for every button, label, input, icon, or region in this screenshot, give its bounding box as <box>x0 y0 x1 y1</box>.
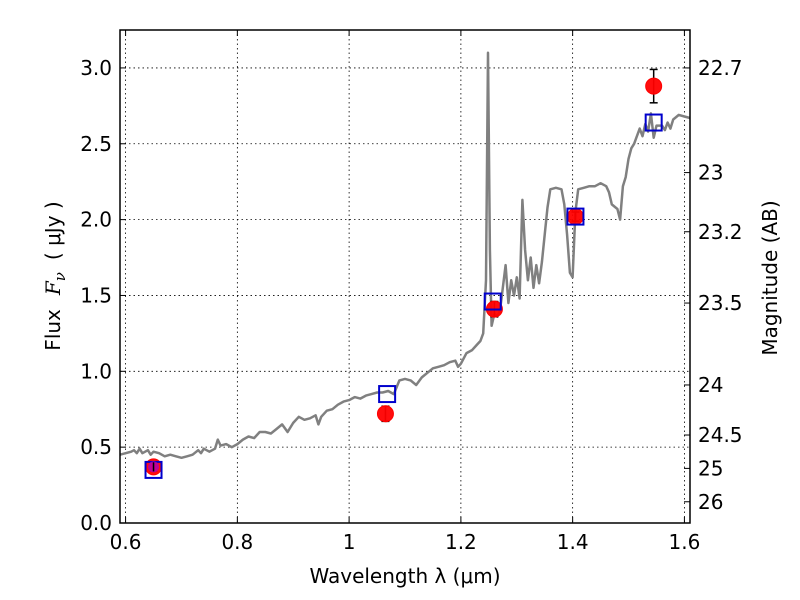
y2-tick-label: 25 <box>698 456 723 480</box>
synthetic-square <box>483 292 502 311</box>
observed-point <box>566 208 584 226</box>
observed-point <box>645 77 663 95</box>
synthetic-square <box>378 385 397 404</box>
y2-tick-label: 22.7 <box>698 56 743 80</box>
y2-tick-label: 24.5 <box>698 423 743 447</box>
y-tick-label: 3.0 <box>80 56 112 80</box>
y-axis-label-unit: ( μJy ) <box>41 201 65 260</box>
x-tick-label: 1.4 <box>557 530 589 554</box>
y-tick-label: 0.5 <box>80 435 112 459</box>
x-axis-label: Wavelength λ (μm) <box>309 564 500 588</box>
y-tick-label: 2.0 <box>80 208 112 232</box>
x-tick-label: 0.6 <box>110 530 142 554</box>
plot-frame <box>119 29 691 524</box>
x-tick-label: 1.6 <box>669 530 701 554</box>
x-tick-label: 1.2 <box>445 530 477 554</box>
spectrum-layer <box>119 51 691 460</box>
y2-axis-label: Magnitude (AB) <box>758 200 782 355</box>
y-axis-label-symbol: F <box>41 280 65 296</box>
x-tick-label: 0.8 <box>221 530 253 554</box>
y2-tick-label: 24 <box>698 373 723 397</box>
y2-tick-label: 23 <box>698 161 723 185</box>
points-layer <box>144 68 663 479</box>
y2-tick-label: 23.2 <box>698 220 743 244</box>
y-axis-label: Flux Fν ( μJy ) <box>41 201 69 350</box>
y2-tick-label: 26 <box>698 490 723 514</box>
spectrum-line <box>119 51 691 460</box>
y-tick-label: 1.0 <box>80 359 112 383</box>
x-tick-label: 1 <box>343 530 356 554</box>
y-tick-label: 1.5 <box>80 283 112 307</box>
y-tick-label: 2.5 <box>80 132 112 156</box>
synthetic-square <box>644 113 663 132</box>
synthetic-square <box>566 207 585 226</box>
observed-point <box>376 405 394 423</box>
y-axis-label-subscript: ν <box>51 272 69 281</box>
y-axis-label-prefix: Flux <box>41 309 65 351</box>
ticks-layer: 0.6 0.8 1 1.2 1.4 1.6 0.0 0.5 1.0 1.5 2.0 2.5 3.0 22.… <box>80 30 743 554</box>
y2-tick-label: 23.5 <box>698 291 743 315</box>
y-tick-label: 0.0 <box>80 511 112 535</box>
